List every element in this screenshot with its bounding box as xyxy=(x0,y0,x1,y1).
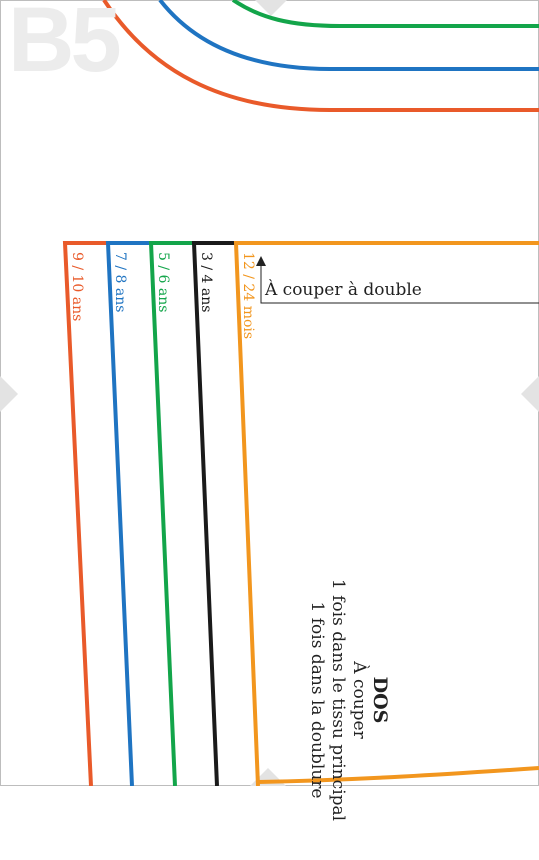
hem-12-24 xyxy=(257,766,539,784)
size-label-3-4: 3 / 4 ans xyxy=(198,252,214,313)
outline-3-4 xyxy=(191,241,237,786)
size-label-9-10: 9 / 10 ans xyxy=(69,252,85,322)
curve-7-8 xyxy=(158,0,539,71)
cut-heading: À couper xyxy=(349,661,369,739)
piece-info: DOS À couper 1 fois dans le tissu princi… xyxy=(306,540,391,860)
size-label-12-24: 12 / 24 mois xyxy=(240,252,256,340)
cut-lining: 1 fois dans la doublure xyxy=(307,601,327,799)
marker-top xyxy=(255,0,287,16)
outline-5-6 xyxy=(148,241,195,786)
page-label: B5 xyxy=(8,0,122,91)
outline-9-10 xyxy=(62,241,110,786)
page-frame xyxy=(0,0,539,786)
fold-instruction: À couper à double xyxy=(265,280,422,300)
fold-line xyxy=(260,261,539,304)
size-label-7-8: 7 / 8 ans xyxy=(112,252,128,313)
outline-12-24 xyxy=(233,241,539,786)
piece-title: DOS xyxy=(369,676,391,724)
cut-main-fabric: 1 fois dans le tissu principal xyxy=(328,578,348,822)
marker-left xyxy=(0,376,18,412)
outline-7-8 xyxy=(105,241,152,786)
curve-5-6 xyxy=(231,0,539,28)
size-label-5-6: 5 / 6 ans xyxy=(155,252,171,313)
fold-arrow-icon xyxy=(256,256,266,266)
pattern-drawing xyxy=(0,0,539,786)
marker-right xyxy=(521,376,539,412)
curve-9-10 xyxy=(102,0,539,112)
